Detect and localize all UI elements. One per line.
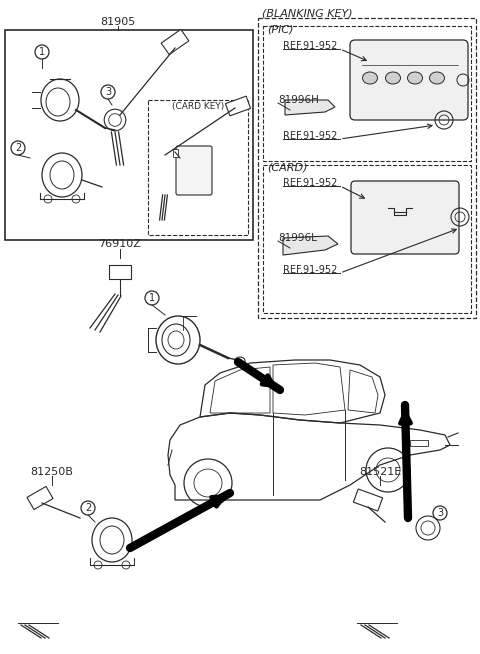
Text: REF.91-952: REF.91-952	[283, 41, 337, 51]
Text: 81521E: 81521E	[359, 467, 401, 477]
Text: (PIC): (PIC)	[267, 25, 293, 35]
Text: REF.91-952: REF.91-952	[283, 131, 337, 141]
Ellipse shape	[385, 72, 400, 84]
Text: 81996H: 81996H	[278, 95, 319, 105]
FancyBboxPatch shape	[351, 181, 459, 254]
Ellipse shape	[408, 72, 422, 84]
FancyBboxPatch shape	[350, 40, 468, 120]
Bar	[148, 100, 248, 235]
Ellipse shape	[362, 72, 377, 84]
Bar	[226, 96, 251, 116]
Text: 81905: 81905	[100, 17, 136, 27]
Text: 3: 3	[105, 87, 111, 97]
Text: (CARD KEY): (CARD KEY)	[172, 103, 224, 111]
Bar	[258, 18, 476, 318]
Bar	[410, 440, 428, 446]
Text: 81996L: 81996L	[278, 233, 317, 243]
Bar	[353, 489, 383, 511]
Bar	[27, 487, 53, 509]
Text: (CARD): (CARD)	[267, 163, 308, 173]
Text: REF.91-952: REF.91-952	[283, 178, 337, 188]
Bar	[5, 30, 253, 240]
Bar	[109, 265, 131, 279]
Text: 1: 1	[39, 47, 45, 57]
Bar	[263, 165, 471, 313]
Text: 2: 2	[85, 503, 91, 513]
Text: 2: 2	[15, 143, 21, 153]
Bar	[263, 26, 471, 161]
Text: REF.91-952: REF.91-952	[283, 265, 337, 275]
Bar	[173, 149, 178, 157]
FancyBboxPatch shape	[176, 146, 212, 195]
Ellipse shape	[430, 72, 444, 84]
Text: 81250B: 81250B	[31, 467, 73, 477]
Text: (BLANKING KEY): (BLANKING KEY)	[262, 9, 353, 19]
Polygon shape	[283, 236, 338, 255]
Text: 76910Z: 76910Z	[98, 239, 142, 249]
Text: 3: 3	[437, 508, 443, 518]
Text: 1: 1	[149, 293, 155, 303]
Polygon shape	[285, 100, 335, 115]
Bar	[161, 29, 189, 55]
